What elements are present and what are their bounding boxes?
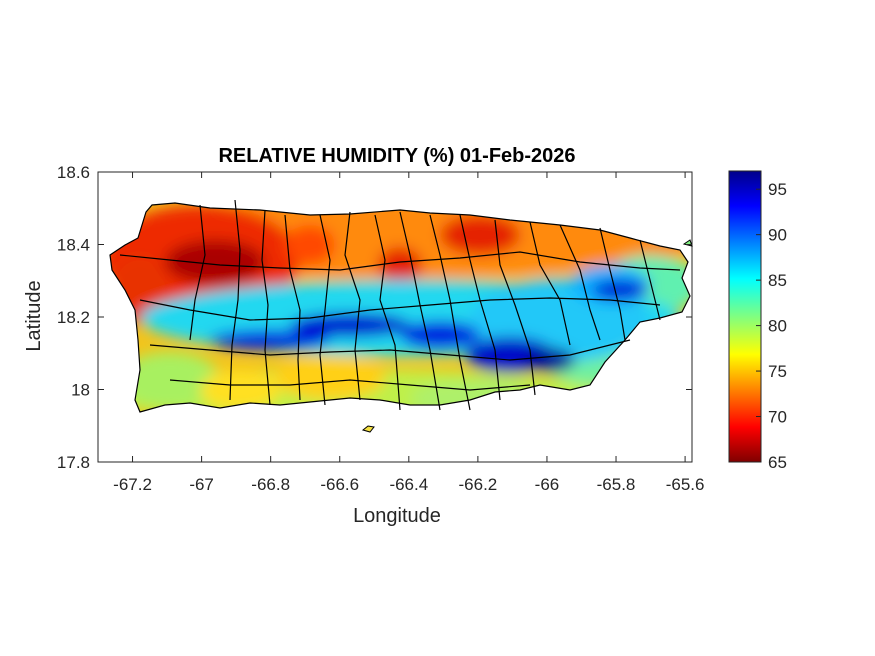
colorbar-tick-label: 75 <box>768 362 787 381</box>
y-tick-label: 18.6 <box>57 163 90 182</box>
x-axis: -67.2 -67 -66.8 -66.6 -66.4 -66.2 -66 -65.8 -65.… <box>113 172 704 494</box>
colorbar: 65 70 75 80 85 90 95 <box>728 170 787 472</box>
municipal-boundaries <box>109 199 691 413</box>
x-axis-label: Longitude <box>353 505 441 527</box>
y-axis-label: Latitude <box>23 280 45 351</box>
x-tick-label: -65.6 <box>666 475 705 494</box>
colorbar-tick-label: 65 <box>768 453 787 472</box>
x-tick-label: -66.4 <box>389 475 428 494</box>
colorbar-tick-label: 90 <box>768 226 787 245</box>
colorbar-tick-label: 85 <box>768 271 787 290</box>
x-tick-label: -67 <box>189 475 214 494</box>
y-tick-label: 17.8 <box>57 453 90 472</box>
colorbar-tick-label: 80 <box>768 317 787 336</box>
y-axis: 17.8 18 18.2 18.4 18.6 <box>57 163 692 472</box>
y-tick-label: 18.2 <box>57 308 90 327</box>
colorbar-tick-label: 70 <box>768 408 787 427</box>
x-tick-label: -65.8 <box>597 475 636 494</box>
colorbar-scale <box>728 170 762 463</box>
colorbar-tick-label: 95 <box>768 180 787 199</box>
x-tick-label: -66 <box>535 475 560 494</box>
x-tick-label: -66.2 <box>459 475 498 494</box>
x-tick-label: -67.2 <box>113 475 152 494</box>
x-tick-label: -66.8 <box>251 475 290 494</box>
chart-title: RELATIVE HUMIDITY (%) 01-Feb-2026 <box>218 145 575 167</box>
caja-de-muertos-island <box>361 425 375 433</box>
y-tick-label: 18 <box>71 381 90 400</box>
x-tick-label: -66.6 <box>320 475 359 494</box>
colorbar-ticks: 65 70 75 80 85 90 95 <box>756 180 787 472</box>
y-tick-label: 18.4 <box>57 236 90 255</box>
